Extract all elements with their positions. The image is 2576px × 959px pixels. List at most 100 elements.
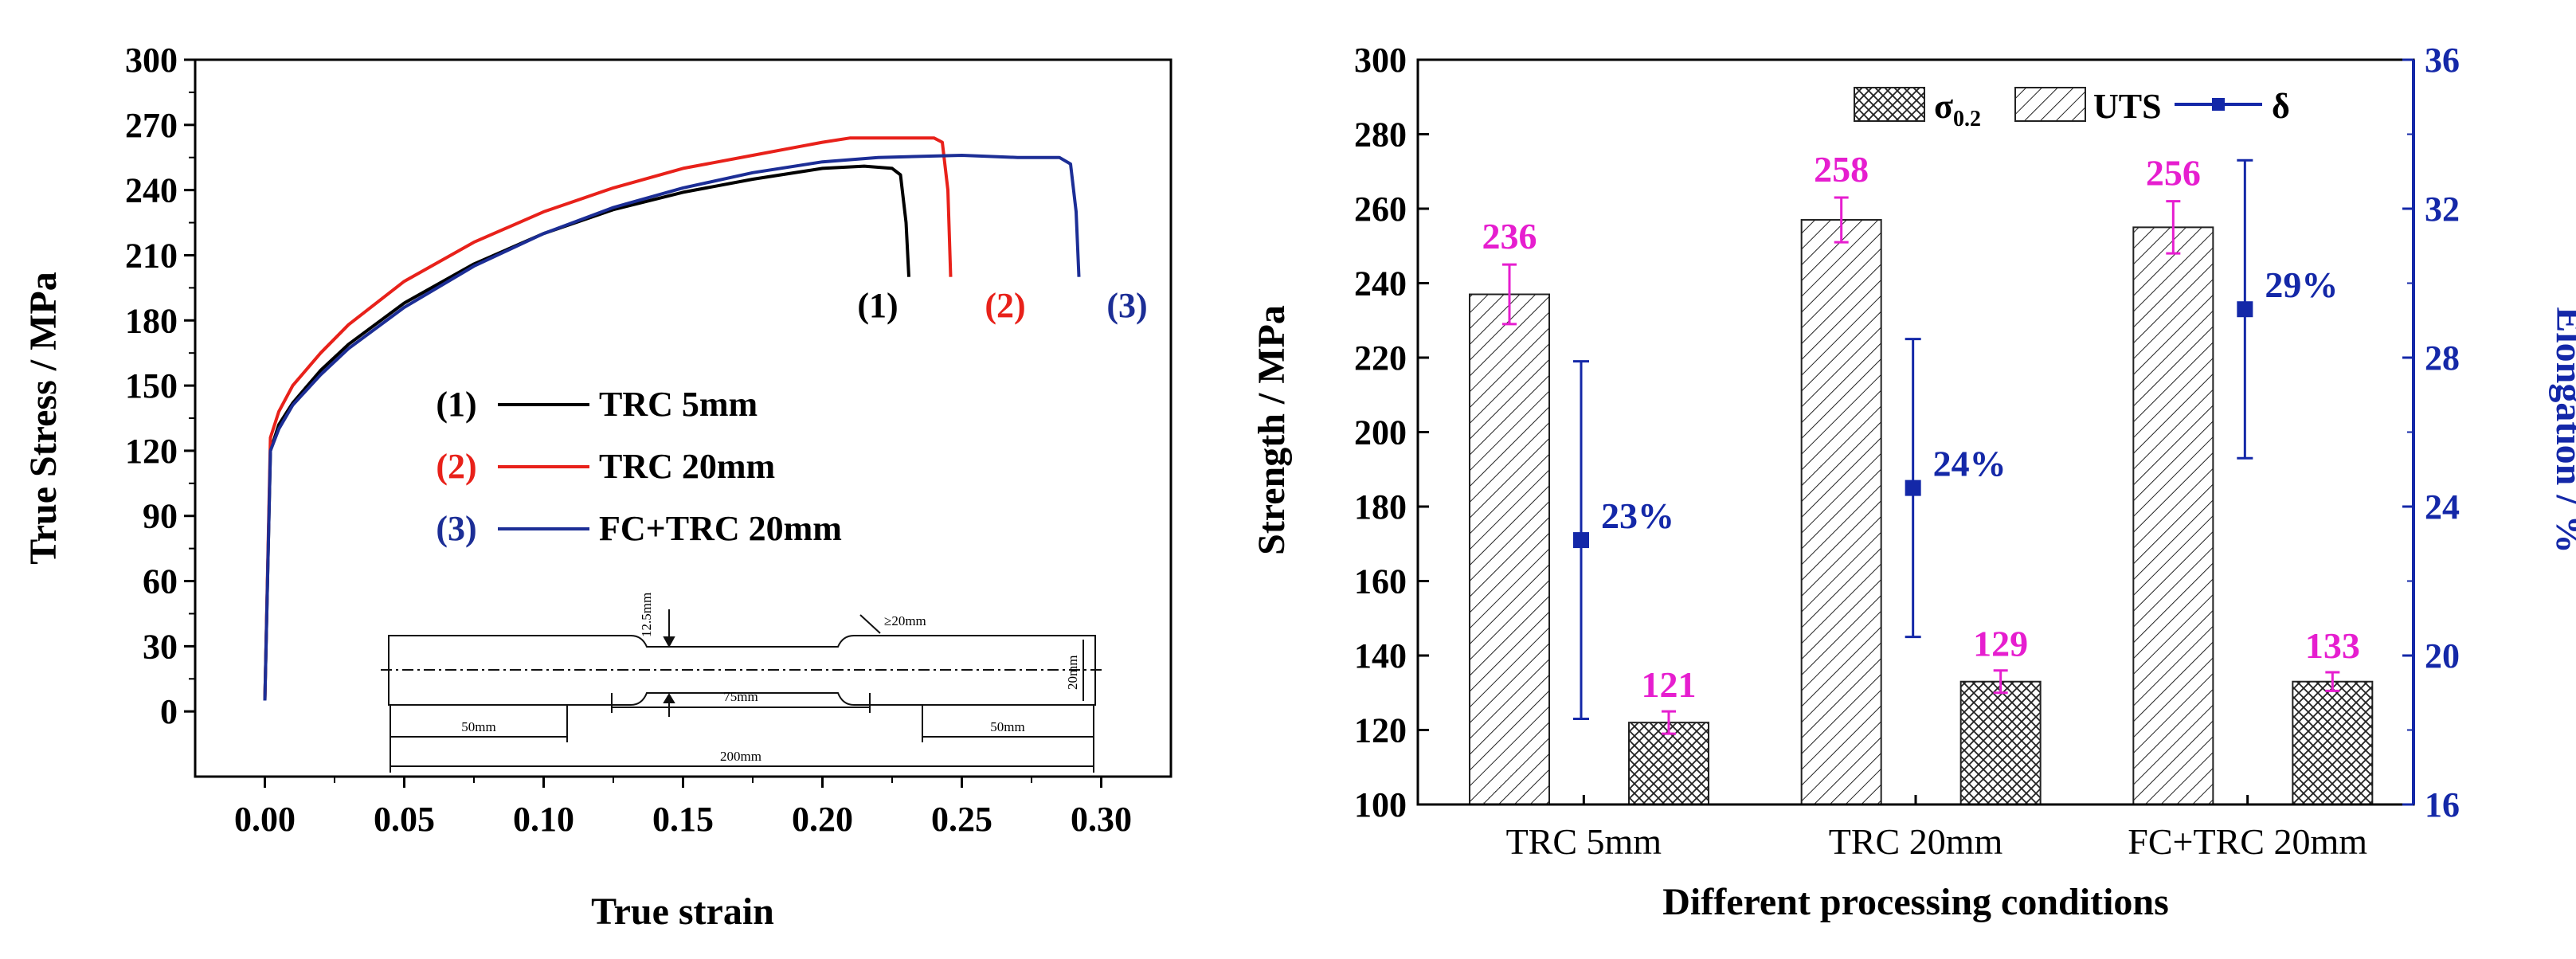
right-y2-tick-label: 36 xyxy=(2425,41,2460,80)
legend-label-2: TRC 20mm xyxy=(599,447,775,486)
right-y-tick-label: 160 xyxy=(1354,562,1407,601)
curve-2 xyxy=(263,136,953,701)
stress-strain-chart: 0 30 60 90 120 150 180 210 240 270 300 0.00 0.05 0.10… xyxy=(22,41,1173,933)
dim-grip-left-label: 50mm xyxy=(461,719,495,734)
right-y-axis-label: Strength / MPa xyxy=(1251,305,1293,555)
dim-width-label: 12.5mm xyxy=(639,593,654,637)
right-y2-axis-label: Elongation / % xyxy=(2548,307,2576,553)
bar-sigma xyxy=(1628,722,1709,806)
legend-tag-1: (1) xyxy=(436,385,476,424)
left-x-tick-label: 0.20 xyxy=(792,800,853,839)
right-x-axis-label: Different processing conditions xyxy=(1662,881,2169,923)
legend-label-1: TRC 5mm xyxy=(599,385,758,424)
right-y-tick-label: 200 xyxy=(1354,413,1407,452)
dim-total-label: 200mm xyxy=(720,749,761,764)
left-y-tick-label: 270 xyxy=(125,106,178,145)
specimen-outline xyxy=(388,635,1096,706)
left-axis-ticks: 0 30 60 90 120 150 180 210 240 270 300 0.00 0.05 0.10… xyxy=(125,41,1132,839)
left-y-tick-label: 90 xyxy=(143,497,178,536)
legend-label-sigma: σ0.2 xyxy=(1934,87,1981,131)
left-legend: (1) TRC 5mm (2) TRC 20mm (3) FC+TRC 20mm xyxy=(436,385,842,548)
left-x-axis-label: True strain xyxy=(591,890,774,933)
label-uts: 258 xyxy=(1814,149,1869,190)
bar-uts xyxy=(2132,226,2214,805)
right-bars: 236 121 23% 258 129 24% 256 133 29% xyxy=(1469,149,2374,806)
right-x-tick-label: TRC 5mm xyxy=(1506,821,1662,862)
label-sigma: 129 xyxy=(1973,624,2028,664)
right-axis-ticks: 100 120 140 160 180 200 220 240 260 280 300 16 20 24 2… xyxy=(1354,41,2460,862)
curve-tag-3: (3) xyxy=(1106,286,1147,325)
left-y-tick-label: 240 xyxy=(125,171,178,210)
left-y-tick-label: 210 xyxy=(125,236,178,275)
left-y-tick-label: 30 xyxy=(143,627,178,666)
legend-label-delta: δ xyxy=(2272,87,2290,126)
curve-3 xyxy=(263,154,1081,701)
right-x-tick-label: TRC 20mm xyxy=(1829,821,2003,862)
label-sigma: 121 xyxy=(1642,664,1697,705)
curve-1 xyxy=(263,164,910,701)
curve-tag-1: (1) xyxy=(857,286,898,325)
right-plot-frame xyxy=(1416,58,2415,806)
point-elongation xyxy=(2237,301,2253,318)
left-x-tick-label: 0.15 xyxy=(652,800,714,839)
bar-uts xyxy=(1469,293,1550,805)
legend-swatch-uts xyxy=(2014,87,2086,122)
right-legend: σ0.2 UTS δ xyxy=(1854,87,2290,131)
label-uts: 236 xyxy=(1482,216,1537,256)
legend-tag-3: (3) xyxy=(436,509,476,548)
point-elongation xyxy=(1573,532,1589,549)
legend-tag-2: (2) xyxy=(436,447,476,486)
legend-marker-delta xyxy=(2212,98,2225,111)
legend-label-3: FC+TRC 20mm xyxy=(599,509,842,548)
left-y-tick-label: 120 xyxy=(125,432,178,471)
label-elongation: 29% xyxy=(2265,264,2338,305)
right-y-tick-label: 180 xyxy=(1354,487,1407,526)
right-y-tick-label: 100 xyxy=(1354,785,1407,824)
right-y-tick-label: 140 xyxy=(1354,636,1407,675)
legend-sigma-symbol: σ xyxy=(1934,87,1953,126)
left-y-axis-label: True Stress / MPa xyxy=(22,272,65,565)
left-series-lines xyxy=(263,136,1081,701)
legend-sigma-sub: 0.2 xyxy=(1953,107,1981,131)
right-y-tick-label: 280 xyxy=(1354,115,1407,155)
label-sigma: 133 xyxy=(2305,625,2360,666)
left-x-tick-label: 0.25 xyxy=(931,800,992,839)
dim-grip-right-label: 50mm xyxy=(990,719,1024,734)
point-elongation xyxy=(1905,480,1921,496)
label-uts: 256 xyxy=(2146,153,2201,194)
right-y-tick-label: 260 xyxy=(1354,190,1407,229)
bar-uts xyxy=(1800,219,1882,805)
radius-arrow xyxy=(859,614,881,634)
legend-swatch-sigma xyxy=(1854,87,1925,122)
gauge-arrow-up-head xyxy=(663,693,675,703)
left-y-tick-label: 60 xyxy=(143,562,178,601)
right-y-tick-label: 220 xyxy=(1354,339,1407,378)
bar-sigma xyxy=(2292,680,2374,805)
right-x-tick-label: FC+TRC 20mm xyxy=(2128,821,2367,862)
dim-radius-label: ≥20mm xyxy=(884,613,926,628)
width-arrow-head xyxy=(663,636,675,648)
legend-label-uts: UTS xyxy=(2093,87,2162,126)
left-y-tick-label: 300 xyxy=(125,41,178,80)
right-y2-tick-label: 20 xyxy=(2425,636,2460,675)
left-x-tick-label: 0.00 xyxy=(234,800,296,839)
right-y-tick-label: 300 xyxy=(1354,41,1407,80)
left-y-tick-label: 0 xyxy=(160,692,178,731)
label-elongation: 24% xyxy=(1933,444,2006,484)
bar-sigma xyxy=(1959,680,2042,805)
dim-thickness-label: 20mm xyxy=(1065,656,1080,690)
right-y-tick-label: 120 xyxy=(1354,711,1407,750)
curve-tag-2: (2) xyxy=(985,286,1025,325)
specimen-inset-diagram xyxy=(381,609,1103,773)
left-x-tick-label: 0.30 xyxy=(1071,800,1132,839)
left-x-tick-label: 0.10 xyxy=(513,800,574,839)
label-elongation: 23% xyxy=(1601,495,1674,536)
left-y-tick-label: 150 xyxy=(125,366,178,405)
left-y-tick-label: 180 xyxy=(125,301,178,340)
right-y-tick-label: 240 xyxy=(1354,264,1407,303)
right-y2-tick-label: 28 xyxy=(2425,339,2460,378)
right-y2-tick-label: 24 xyxy=(2425,487,2460,526)
dim-gauge-label: 75mm xyxy=(723,689,758,704)
right-y2-tick-label: 16 xyxy=(2425,785,2460,824)
